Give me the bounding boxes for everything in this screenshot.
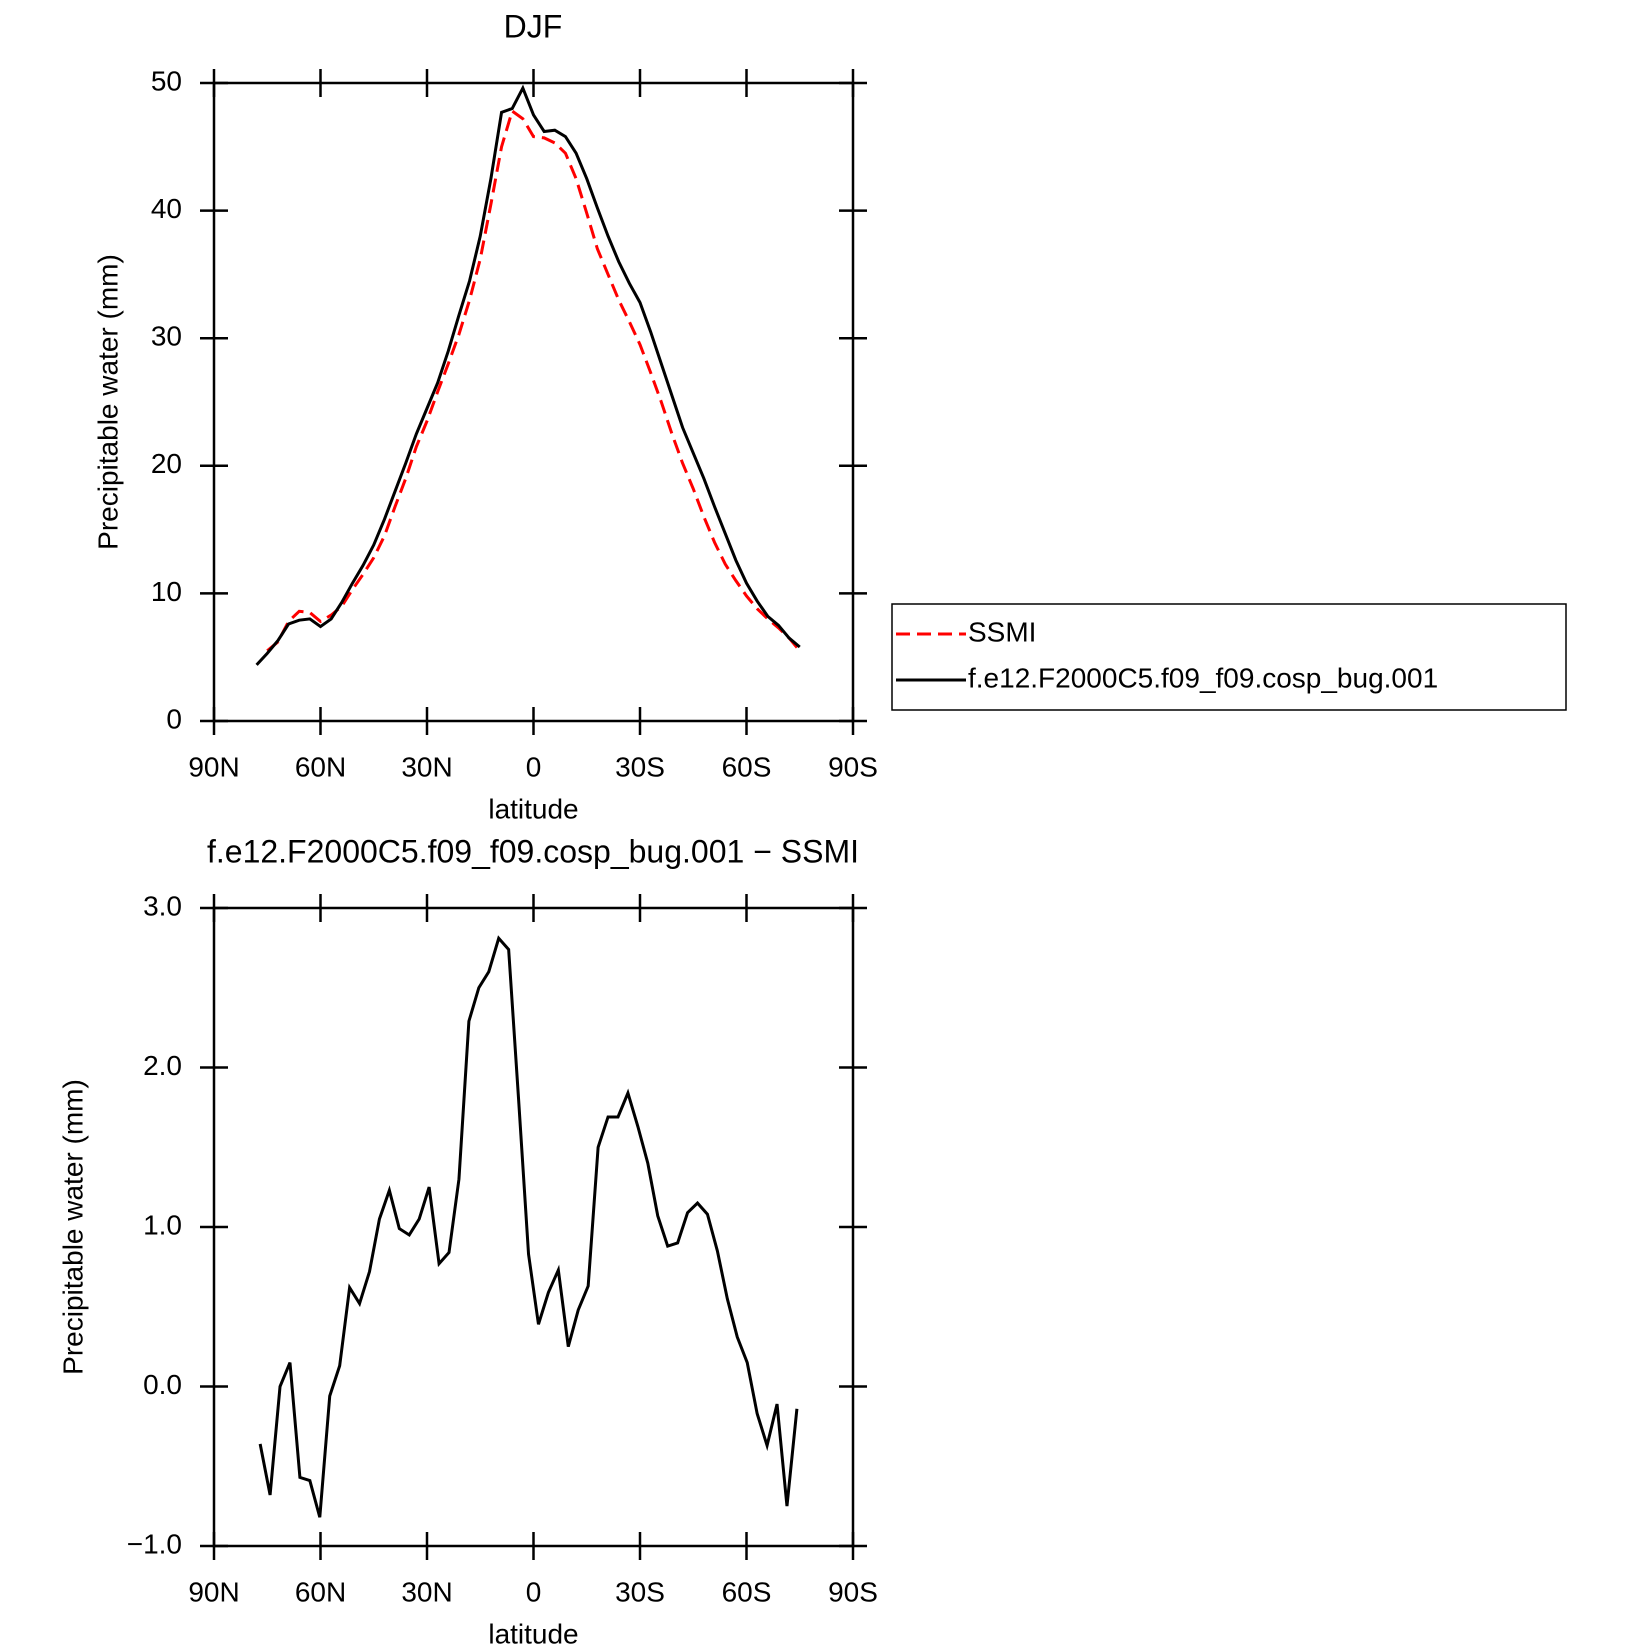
y-tick-label: 30 — [151, 321, 182, 352]
x-tick-label: 90N — [188, 1576, 239, 1607]
y-tick-label: 2.0 — [143, 1050, 182, 1081]
series-line — [266, 108, 801, 652]
y-tick-label: −1.0 — [127, 1528, 182, 1559]
x-tick-label: 0 — [526, 1576, 542, 1607]
x-tick-label: 60S — [722, 1576, 772, 1607]
chart-title: DJF — [504, 8, 563, 44]
legend-box — [891, 603, 1567, 711]
y-tick-label: 50 — [151, 65, 182, 96]
y-tick-label: 1.0 — [143, 1209, 182, 1240]
plot-frame — [212, 906, 855, 1548]
y-tick-label: 3.0 — [143, 890, 182, 921]
x-tick-label: 60S — [722, 751, 772, 782]
y-tick-label: 20 — [151, 448, 182, 479]
x-tick-label: 90S — [828, 1576, 878, 1607]
x-axis-label: latitude — [488, 1618, 578, 1649]
x-axis-label: latitude — [488, 793, 578, 824]
x-tick-label: 30S — [615, 751, 665, 782]
x-tick-label: 0 — [526, 751, 542, 782]
y-tick-label: 40 — [151, 193, 182, 224]
plot-frame — [212, 81, 855, 723]
y-tick-label: 10 — [151, 576, 182, 607]
x-tick-label: 60N — [295, 1576, 346, 1607]
legend-label: f.e12.F2000C5.f09_f09.cosp_bug.001 — [968, 662, 1438, 693]
x-tick-label: 30N — [401, 751, 452, 782]
data-line — [258, 935, 799, 1518]
series-line — [255, 84, 801, 666]
chart-title: f.e12.F2000C5.f09_f09.cosp_bug.001 − SSM… — [207, 833, 859, 869]
x-tick-label: 90S — [828, 751, 878, 782]
y-axis-label: Precipitable water (mm) — [57, 1079, 88, 1375]
x-tick-label: 30N — [401, 1576, 452, 1607]
x-tick-label: 60N — [295, 751, 346, 782]
legend-label: SSMI — [968, 616, 1036, 647]
x-tick-label: 30S — [615, 1576, 665, 1607]
x-tick-label: 90N — [188, 751, 239, 782]
y-axis-label: Precipitable water (mm) — [92, 254, 123, 550]
y-tick-label: 0.0 — [143, 1369, 182, 1400]
y-tick-label: 0 — [166, 703, 182, 734]
